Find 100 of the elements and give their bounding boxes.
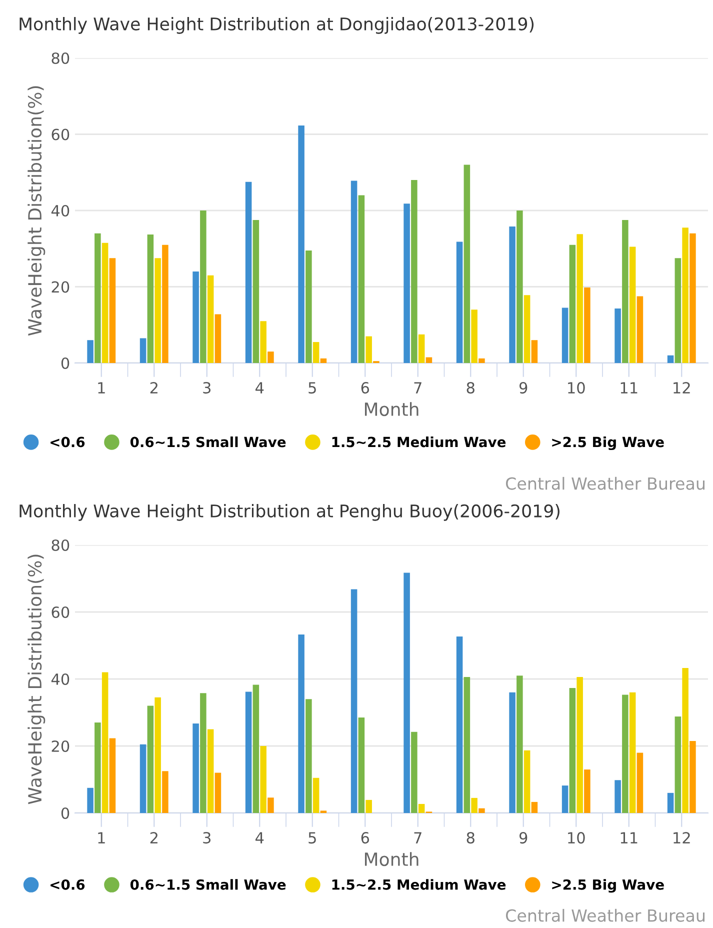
bar	[102, 242, 108, 363]
y-tick-label: 80	[52, 539, 70, 552]
y-axis-title: WaveHeight Distribution(%)	[28, 554, 46, 804]
y-tick-label: 0	[61, 807, 70, 820]
bar	[320, 358, 327, 363]
bar	[306, 699, 312, 813]
bar	[674, 258, 682, 363]
bar	[426, 357, 432, 363]
bar	[562, 786, 568, 813]
x-tick-label: 1	[98, 382, 105, 394]
x-tick-label: 1	[98, 832, 105, 844]
chart-title: Monthly Wave Height Distribution at Penghu Buoy(2006-2019)	[20, 504, 560, 521]
bar	[350, 180, 358, 363]
bar	[524, 295, 530, 363]
bar	[306, 250, 312, 363]
bar	[411, 180, 418, 363]
y-tick-label: 80	[52, 52, 70, 64]
x-tick-label: 9	[519, 382, 528, 394]
bar	[298, 634, 304, 813]
bar	[109, 258, 116, 363]
x-tick-label: 10	[568, 832, 585, 844]
bar	[260, 321, 266, 363]
bar	[207, 729, 214, 813]
bar	[214, 772, 222, 813]
x-tick-label: 5	[308, 832, 316, 844]
bar	[350, 589, 358, 813]
bar	[531, 340, 538, 363]
x-tick-label: 8	[466, 382, 474, 394]
bar	[200, 210, 206, 363]
bar	[298, 125, 304, 363]
x-tick-label: 3	[203, 382, 211, 394]
y-tick-label: 40	[51, 673, 70, 686]
bar	[471, 798, 478, 813]
bar	[464, 164, 470, 363]
x-tick-label: 3	[203, 832, 211, 844]
x-tick-label: 7	[414, 832, 422, 844]
x-axis-title: Month	[364, 402, 418, 416]
y-axis-title: WaveHeight Distribution(%)	[28, 86, 46, 336]
bar	[478, 358, 485, 363]
bar	[464, 676, 470, 813]
bar	[411, 732, 418, 813]
bar	[636, 296, 644, 363]
bar	[404, 204, 410, 363]
bar	[207, 275, 214, 363]
bar	[154, 697, 161, 813]
bar	[690, 740, 696, 813]
bar	[576, 676, 583, 813]
legend-label: <0.6	[50, 879, 85, 890]
bar	[682, 668, 688, 813]
legend-label: 1.5~2.5 Medium Wave	[332, 879, 506, 890]
bar	[245, 182, 252, 363]
legend-label: 1.5~2.5 Medium Wave	[332, 436, 506, 448]
bar	[260, 746, 266, 813]
bar	[418, 804, 425, 813]
y-tick-label: 60	[52, 606, 70, 618]
bar	[690, 233, 696, 363]
x-tick-label: 4	[256, 832, 264, 844]
x-tick-label: 11	[620, 832, 638, 844]
legend-label: >2.5 Big Wave	[552, 436, 664, 450]
bar	[509, 226, 516, 363]
bar	[584, 288, 590, 363]
x-tick-label: 9	[519, 832, 528, 844]
legend-label: 0.6~1.5 Small Wave	[130, 879, 286, 890]
y-tick-label: 0	[61, 357, 70, 370]
legend-label: <0.6	[50, 436, 85, 448]
bar	[622, 220, 628, 363]
bar	[516, 676, 523, 813]
text: Central Weather Bureau	[506, 476, 704, 490]
bar	[140, 744, 146, 813]
bar	[102, 672, 108, 813]
x-tick-label: 6	[361, 382, 370, 394]
bar	[162, 771, 168, 813]
bar	[576, 234, 583, 363]
bar	[147, 234, 154, 363]
bar	[622, 694, 628, 813]
bar	[87, 788, 94, 813]
x-tick-label: 6	[361, 832, 370, 844]
x-tick-label: 11	[620, 382, 638, 394]
x-tick-label: 5	[308, 382, 316, 394]
bar	[629, 246, 636, 363]
x-tick-label: 4	[256, 382, 264, 394]
x-tick-label: 8	[466, 832, 474, 844]
text: Central Weather Bureau	[506, 908, 704, 922]
bar	[584, 769, 590, 813]
bar	[524, 750, 530, 813]
bar	[516, 210, 523, 363]
bar	[456, 636, 463, 813]
bar	[87, 340, 94, 363]
bar	[200, 693, 206, 813]
y-tick-label: 60	[52, 128, 70, 140]
bar	[358, 195, 365, 363]
bar	[667, 792, 674, 813]
bar	[245, 692, 252, 813]
bar	[312, 778, 320, 813]
bar	[569, 244, 576, 363]
bar	[140, 338, 146, 363]
bar	[418, 334, 425, 363]
bar	[358, 718, 365, 813]
x-tick-label: 2	[150, 832, 158, 844]
x-tick-label: 10	[568, 382, 585, 394]
